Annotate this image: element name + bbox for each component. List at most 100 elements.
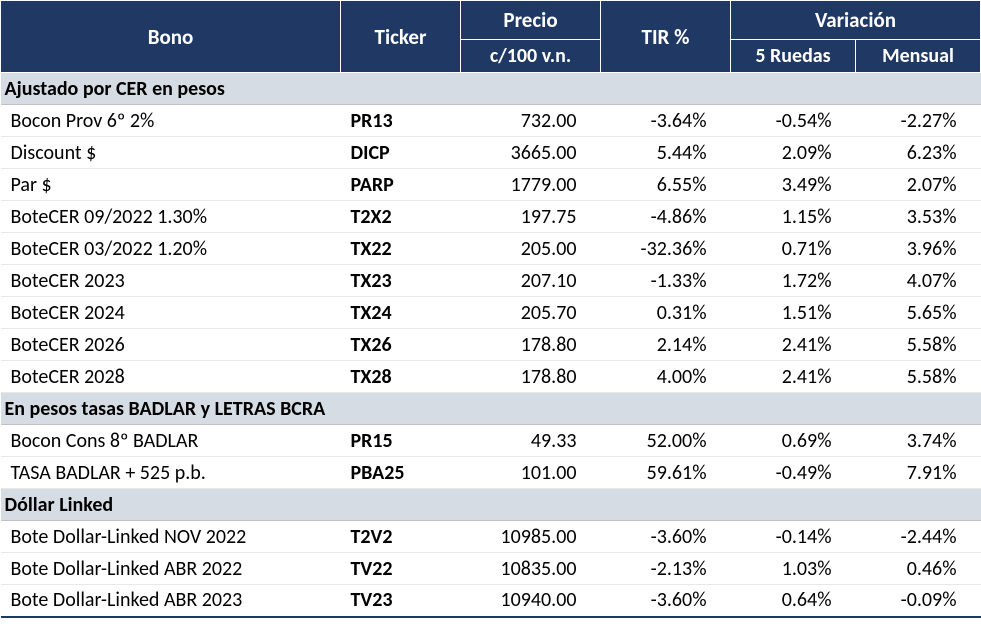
cell-ticker: TX23 (341, 265, 461, 297)
cell-ticker: TX24 (341, 297, 461, 329)
cell-precio: 178.80 (461, 361, 601, 393)
cell-tir: -32.36% (601, 233, 731, 265)
cell-tir: -1.33% (601, 265, 731, 297)
table-row: TASA BADLAR + 525 p.b.PBA25101.0059.61%-… (1, 457, 981, 489)
cell-ruedas: 2.41% (731, 361, 856, 393)
cell-mensual: -2.44% (856, 521, 981, 553)
cell-bono: Bocon Prov 6º 2% (1, 105, 341, 137)
cell-ruedas: 1.15% (731, 201, 856, 233)
table-row: Bocon Prov 6º 2%PR13732.00-3.64%-0.54%-2… (1, 105, 981, 137)
cell-mensual: 5.65% (856, 297, 981, 329)
cell-precio: 10940.00 (461, 585, 601, 617)
cell-bono: Discount $ (1, 137, 341, 169)
cell-ticker: PBA25 (341, 457, 461, 489)
cell-bono: Bote Dollar-Linked NOV 2022 (1, 521, 341, 553)
cell-ruedas: 2.09% (731, 137, 856, 169)
cell-tir: 5.44% (601, 137, 731, 169)
cell-precio: 101.00 (461, 457, 601, 489)
table-row: BoteCER 2026TX26178.802.14%2.41%5.58% (1, 329, 981, 361)
table-header: Bono Ticker Precio TIR % Variación c/100… (1, 1, 981, 73)
cell-tir: 52.00% (601, 425, 731, 457)
cell-bono: BoteCER 09/2022 1.30% (1, 201, 341, 233)
cell-ruedas: -0.54% (731, 105, 856, 137)
cell-ruedas: -0.49% (731, 457, 856, 489)
cell-mensual: 7.91% (856, 457, 981, 489)
cell-precio: 205.70 (461, 297, 601, 329)
cell-bono: Par $ (1, 169, 341, 201)
table-row: BoteCER 2024TX24205.700.31%1.51%5.65% (1, 297, 981, 329)
cell-mensual: 3.53% (856, 201, 981, 233)
cell-ticker: TX26 (341, 329, 461, 361)
cell-ticker: TV22 (341, 553, 461, 585)
cell-bono: Bocon Cons 8º BADLAR (1, 425, 341, 457)
cell-bono: BoteCER 2024 (1, 297, 341, 329)
header-bono: Bono (1, 1, 341, 73)
section-title: Dóllar Linked (1, 489, 981, 521)
table-row: Par $PARP1779.006.55%3.49%2.07% (1, 169, 981, 201)
section-title: En pesos tasas BADLAR y LETRAS BCRA (1, 393, 981, 425)
cell-precio: 10985.00 (461, 521, 601, 553)
table-row: BoteCER 09/2022 1.30%T2X2197.75-4.86%1.1… (1, 201, 981, 233)
cell-precio: 205.00 (461, 233, 601, 265)
cell-ruedas: 1.03% (731, 553, 856, 585)
table-row: BoteCER 2023TX23207.10-1.33%1.72%4.07% (1, 265, 981, 297)
header-variacion: Variación (731, 1, 981, 40)
cell-mensual: 3.74% (856, 425, 981, 457)
table-row: BoteCER 2028TX28178.804.00%2.41%5.58% (1, 361, 981, 393)
header-mensual: Mensual (856, 40, 981, 73)
section-header: En pesos tasas BADLAR y LETRAS BCRA (1, 393, 981, 425)
cell-precio: 3665.00 (461, 137, 601, 169)
table-body: Ajustado por CER en pesosBocon Prov 6º 2… (1, 73, 981, 617)
cell-bono: BoteCER 03/2022 1.20% (1, 233, 341, 265)
table-row: Bote Dollar-Linked ABR 2022TV2210835.00-… (1, 553, 981, 585)
cell-tir: -3.60% (601, 585, 731, 617)
cell-precio: 197.75 (461, 201, 601, 233)
table-row: Discount $DICP3665.005.44%2.09%6.23% (1, 137, 981, 169)
cell-tir: 0.31% (601, 297, 731, 329)
cell-ruedas: 0.71% (731, 233, 856, 265)
header-precio-top: Precio (461, 1, 601, 40)
cell-ticker: T2X2 (341, 201, 461, 233)
cell-tir: 59.61% (601, 457, 731, 489)
header-ticker: Ticker (341, 1, 461, 73)
cell-mensual: 0.46% (856, 553, 981, 585)
cell-tir: -3.60% (601, 521, 731, 553)
section-title: Ajustado por CER en pesos (1, 73, 981, 105)
header-precio-sub: c/100 v.n. (461, 40, 601, 73)
cell-bono: BoteCER 2026 (1, 329, 341, 361)
cell-mensual: 4.07% (856, 265, 981, 297)
cell-ticker: TX28 (341, 361, 461, 393)
cell-tir: 2.14% (601, 329, 731, 361)
cell-mensual: 3.96% (856, 233, 981, 265)
table-row: BoteCER 03/2022 1.20%TX22205.00-32.36%0.… (1, 233, 981, 265)
cell-bono: Bote Dollar-Linked ABR 2023 (1, 585, 341, 617)
cell-ruedas: 0.69% (731, 425, 856, 457)
cell-ticker: DICP (341, 137, 461, 169)
cell-bono: BoteCER 2023 (1, 265, 341, 297)
cell-bono: TASA BADLAR + 525 p.b. (1, 457, 341, 489)
cell-precio: 178.80 (461, 329, 601, 361)
table-row: Bote Dollar-Linked NOV 2022T2V210985.00-… (1, 521, 981, 553)
cell-tir: -4.86% (601, 201, 731, 233)
cell-precio: 207.10 (461, 265, 601, 297)
cell-ticker: PR13 (341, 105, 461, 137)
cell-mensual: 5.58% (856, 329, 981, 361)
cell-ticker: T2V2 (341, 521, 461, 553)
cell-ruedas: 2.41% (731, 329, 856, 361)
cell-bono: Bote Dollar-Linked ABR 2022 (1, 553, 341, 585)
section-header: Dóllar Linked (1, 489, 981, 521)
cell-tir: 6.55% (601, 169, 731, 201)
cell-ticker: PR15 (341, 425, 461, 457)
header-tir: TIR % (601, 1, 731, 73)
cell-mensual: -2.27% (856, 105, 981, 137)
cell-mensual: 2.07% (856, 169, 981, 201)
cell-precio: 1779.00 (461, 169, 601, 201)
cell-tir: -3.64% (601, 105, 731, 137)
table-row: Bocon Cons 8º BADLARPR1549.3352.00%0.69%… (1, 425, 981, 457)
cell-ticker: TX22 (341, 233, 461, 265)
cell-bono: BoteCER 2028 (1, 361, 341, 393)
cell-ruedas: -0.14% (731, 521, 856, 553)
cell-ruedas: 0.64% (731, 585, 856, 617)
bonds-table: Bono Ticker Precio TIR % Variación c/100… (0, 0, 981, 618)
table-row: Bote Dollar-Linked ABR 2023TV2310940.00-… (1, 585, 981, 617)
